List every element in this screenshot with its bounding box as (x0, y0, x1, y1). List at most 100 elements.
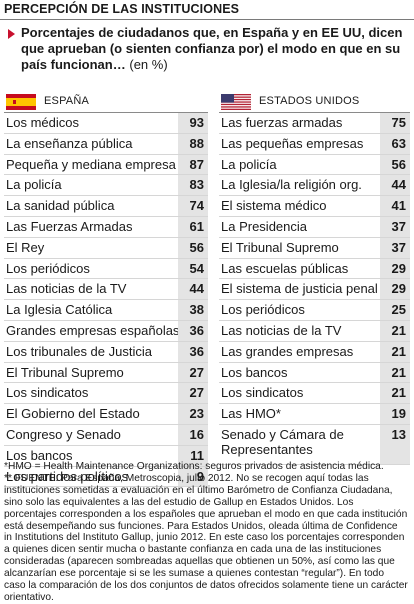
us-row: Senado y Cámara de Representantes 13 (219, 424, 410, 465)
chart-subtitle: Porcentajes de ciudadanos que, en España… (8, 25, 408, 73)
spain-value: 88 (178, 133, 208, 154)
spain-table-title: ESPAÑA (44, 95, 90, 107)
us-value: 56 (380, 154, 410, 175)
us-institution-label: La Iglesia/la religión org. (221, 177, 362, 193)
us-value: 21 (380, 341, 410, 362)
us-table-title: ESTADOS UNIDOS (259, 95, 360, 107)
subtitle-unit: (en %) (129, 57, 168, 72)
us-value: 63 (380, 133, 410, 154)
spain-row: La enseñanza pública 88 (4, 133, 208, 155)
us-value: 21 (380, 320, 410, 341)
spain-institution-label: Las noticias de la TV (6, 281, 127, 297)
spain-institution-label: Los tribunales de Justicia (6, 343, 152, 359)
us-value: 29 (380, 279, 410, 300)
us-institution-label: Las grandes empresas (221, 343, 354, 359)
spain-value: 27 (178, 362, 208, 383)
us-row: La Presidencia 37 (219, 216, 410, 238)
spain-value: 87 (178, 154, 208, 175)
spain-institution-label: La policía (6, 177, 62, 193)
spain-institution-label: Los sindicatos (6, 385, 89, 401)
spain-institution-label: Los periódicos (6, 260, 90, 276)
us-value: 29 (380, 258, 410, 279)
us-institution-label: Los sindicatos (221, 385, 304, 401)
title-divider (0, 19, 414, 20)
spain-table: ESPAÑA Los médicos 93 La enseñanza pública… (4, 90, 208, 488)
spain-value: 61 (178, 216, 208, 237)
us-value: 13 (380, 424, 410, 464)
spain-value: 44 (178, 279, 208, 300)
spain-row: El Rey 56 (4, 237, 208, 259)
us-value: 25 (380, 300, 410, 320)
spain-row: Los médicos 93 (4, 113, 208, 134)
spain-institution-label: Grandes empresas españolas (6, 322, 180, 338)
us-row: El Tribunal Supremo 37 (219, 237, 410, 259)
us-value: 37 (380, 216, 410, 237)
spain-row: El Gobierno del Estado 23 (4, 404, 208, 425)
spain-value: 27 (178, 383, 208, 404)
spain-flag-icon (6, 94, 36, 110)
us-institution-label: Senado y Cámara de Representantes (221, 426, 344, 457)
spain-value: 56 (178, 237, 208, 258)
triangle-bullet-icon (8, 29, 15, 39)
us-value: 44 (380, 175, 410, 196)
us-value: 19 (380, 404, 410, 424)
spain-institution-label: La enseñanza pública (6, 135, 133, 151)
spain-row: Los sindicatos 27 (4, 383, 208, 405)
us-institution-label: Los periódicos (221, 302, 305, 318)
us-table-header: ESTADOS UNIDOS (219, 90, 410, 113)
us-institution-label: Las fuerzas armadas (221, 115, 343, 130)
us-institution-label: El sistema de justicia penal (221, 281, 378, 297)
us-value: 21 (380, 383, 410, 404)
spain-row: La policía 83 (4, 175, 208, 197)
spain-value: 36 (178, 341, 208, 362)
us-row: La Iglesia/la religión org. 44 (219, 175, 410, 197)
spain-row: Los tribunales de Justicia 36 (4, 341, 208, 363)
spain-row: Los periódicos 54 (4, 258, 208, 280)
spain-institution-label: Pequeña y mediana empresa (6, 156, 176, 172)
spain-row: Grandes empresas españolas 36 (4, 320, 208, 342)
us-flag-icon (221, 94, 251, 110)
us-row: Los bancos 21 (219, 362, 410, 384)
us-institution-label: El sistema médico (221, 198, 327, 214)
us-table: ESTADOS UNIDOS Las fuerzas armadas 75 Las … (219, 90, 410, 465)
spain-row: Las noticias de la TV 44 (4, 279, 208, 301)
spain-institution-label: El Tribunal Supremo (6, 364, 124, 380)
us-institution-label: El Tribunal Supremo (221, 239, 339, 255)
spain-institution-label: Los partidos políticos (6, 468, 129, 484)
us-value: 37 (380, 237, 410, 258)
us-value: 41 (380, 196, 410, 216)
us-row: Las pequeñas empresas 63 (219, 133, 410, 155)
subtitle-main: Porcentajes de ciudadanos que, en España… (21, 25, 403, 72)
us-institution-label: Las HMO* (221, 406, 281, 422)
us-value: 75 (380, 113, 410, 133)
spain-institution-label: Los médicos (6, 115, 79, 130)
spain-row: Las Fuerzas Armadas 61 (4, 216, 208, 238)
spain-institution-label: La Iglesia Católica (6, 302, 113, 318)
us-row: Las noticias de la TV 21 (219, 320, 410, 342)
spain-value: 54 (178, 258, 208, 279)
us-row: Las escuelas públicas 29 (219, 258, 410, 280)
spain-institution-label: Los bancos (6, 447, 73, 463)
spain-row: La Iglesia Católica 38 (4, 300, 208, 321)
spain-value: 11 (178, 445, 208, 466)
spain-institution-label: El Gobierno del Estado (6, 406, 140, 422)
footnotes: *HMO = Health Maintenance Organizations:… (4, 461, 408, 604)
spain-row: Los bancos 11 (4, 445, 208, 467)
us-row: Las fuerzas armadas 75 (219, 113, 410, 134)
spain-row: La sanidad pública 74 (4, 196, 208, 217)
us-row: La policía 56 (219, 154, 410, 176)
spain-institution-label: La sanidad pública (6, 198, 115, 214)
spain-row: Pequeña y mediana empresa 87 (4, 154, 208, 176)
spain-value: 9 (178, 466, 208, 487)
us-row: Las grandes empresas 21 (219, 341, 410, 363)
spain-row: Congreso y Senado 16 (4, 424, 208, 446)
us-row: Los periódicos 25 (219, 300, 410, 321)
us-institution-label: Las noticias de la TV (221, 322, 342, 338)
spain-institution-label: Congreso y Senado (6, 426, 121, 442)
spain-institution-label: El Rey (6, 239, 45, 255)
spain-institution-label: Las Fuerzas Armadas (6, 218, 133, 234)
spain-table-rows: Los médicos 93 La enseñanza pública 88 Peque… (4, 113, 208, 488)
spain-row: El Tribunal Supremo 27 (4, 362, 208, 384)
us-institution-label: La Presidencia (221, 218, 307, 234)
us-institution-label: Las escuelas públicas (221, 260, 349, 276)
